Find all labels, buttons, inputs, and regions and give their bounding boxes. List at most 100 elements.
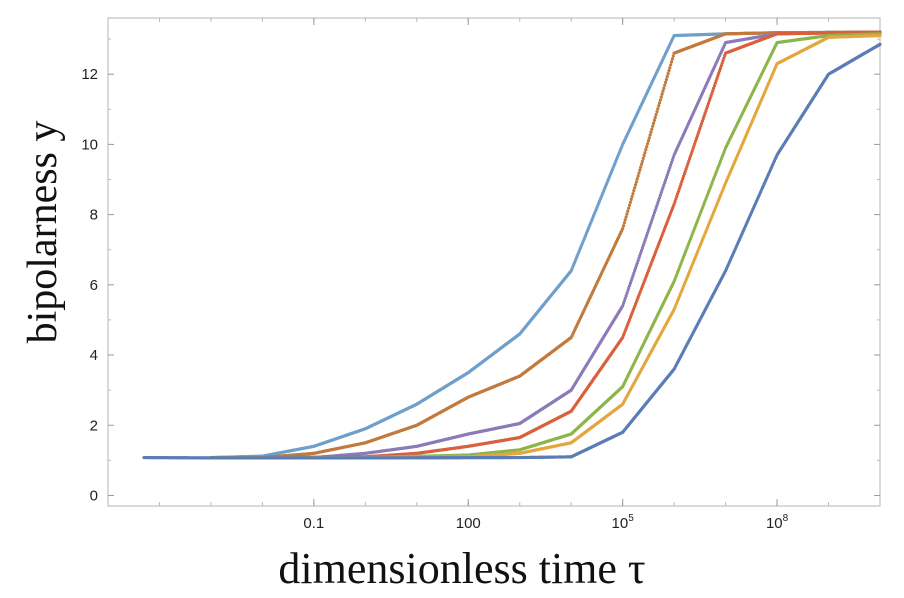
data-point [633, 269, 637, 273]
data-point [653, 208, 657, 212]
data-point [638, 168, 642, 172]
data-point [646, 139, 651, 143]
data-point [654, 112, 658, 117]
data-point [645, 231, 650, 235]
data-point [654, 206, 658, 210]
data-point [651, 216, 655, 220]
data-point [633, 266, 638, 270]
data-point [627, 284, 632, 288]
data-point [622, 299, 626, 303]
data-point [662, 183, 666, 187]
data-point [633, 183, 638, 187]
data-point [641, 243, 645, 248]
series-3 [209, 30, 882, 460]
data-point [635, 261, 639, 265]
data-point [631, 191, 635, 196]
data-point [642, 241, 646, 245]
data-point [634, 180, 638, 184]
series-5 [209, 32, 882, 460]
data-point [662, 86, 666, 90]
data-point [648, 133, 652, 137]
plot-area [107, 17, 881, 507]
data-point [624, 215, 628, 219]
data-point [670, 158, 675, 162]
data-point [655, 110, 659, 114]
data-point [663, 178, 668, 182]
data-point [639, 162, 644, 166]
data-point [638, 253, 642, 258]
data-point [653, 115, 657, 120]
data-point [635, 177, 639, 181]
data-point [624, 294, 628, 298]
data-point [650, 127, 654, 131]
data-point [668, 165, 672, 170]
data-point [665, 74, 669, 79]
data-point [623, 296, 627, 300]
data-point [621, 227, 625, 231]
data-point [625, 212, 629, 216]
data-point [639, 248, 644, 253]
data-point [626, 209, 630, 213]
data-point [640, 159, 645, 163]
data-point [655, 203, 659, 207]
data-point [649, 221, 653, 225]
plot-frame [107, 17, 881, 507]
data-point [645, 142, 650, 146]
data-point [625, 291, 629, 295]
data-point [626, 289, 630, 293]
data-point [651, 213, 656, 217]
data-point [645, 233, 649, 238]
data-point [657, 198, 661, 202]
data-point [660, 92, 664, 96]
data-point [644, 236, 648, 240]
data-point [639, 165, 643, 169]
data-point [661, 89, 665, 93]
data-point [637, 256, 641, 260]
data-point [642, 153, 646, 158]
data-point [643, 238, 647, 243]
data-point [660, 188, 664, 192]
data-point [633, 186, 637, 190]
data-point [645, 145, 649, 149]
data-point [658, 98, 663, 102]
data-point [664, 77, 669, 82]
data-point [649, 130, 653, 134]
data-point [629, 279, 633, 283]
data-point [627, 203, 632, 207]
data-point [666, 71, 670, 76]
data-point [663, 181, 667, 185]
data-point [629, 197, 633, 201]
data-point [666, 170, 670, 175]
data-point [656, 201, 660, 205]
data-point [623, 218, 627, 222]
data-point [664, 175, 669, 180]
data-point [621, 304, 625, 308]
data-point [651, 124, 655, 128]
data-point [661, 186, 665, 190]
data-point [652, 211, 657, 215]
data-point [646, 228, 651, 232]
data-point [643, 150, 647, 155]
data-point [622, 221, 626, 225]
series-6 [209, 33, 882, 460]
data-point [644, 148, 648, 152]
data-point [668, 66, 672, 70]
data-point [659, 95, 663, 99]
data-point [632, 189, 636, 193]
data-point [647, 136, 651, 140]
data-point [637, 171, 641, 175]
data-point [640, 246, 645, 250]
data-point [632, 271, 636, 275]
series-7 [142, 42, 882, 460]
data-point [650, 218, 654, 222]
data-point [878, 33, 882, 38]
data-point [636, 174, 640, 178]
data-point [669, 60, 674, 64]
data-point [636, 259, 640, 263]
data-point [667, 168, 671, 172]
series-layer [142, 30, 882, 460]
data-point [663, 80, 668, 84]
series-2 [209, 30, 882, 460]
data-point [669, 160, 674, 165]
data-point [671, 54, 675, 58]
